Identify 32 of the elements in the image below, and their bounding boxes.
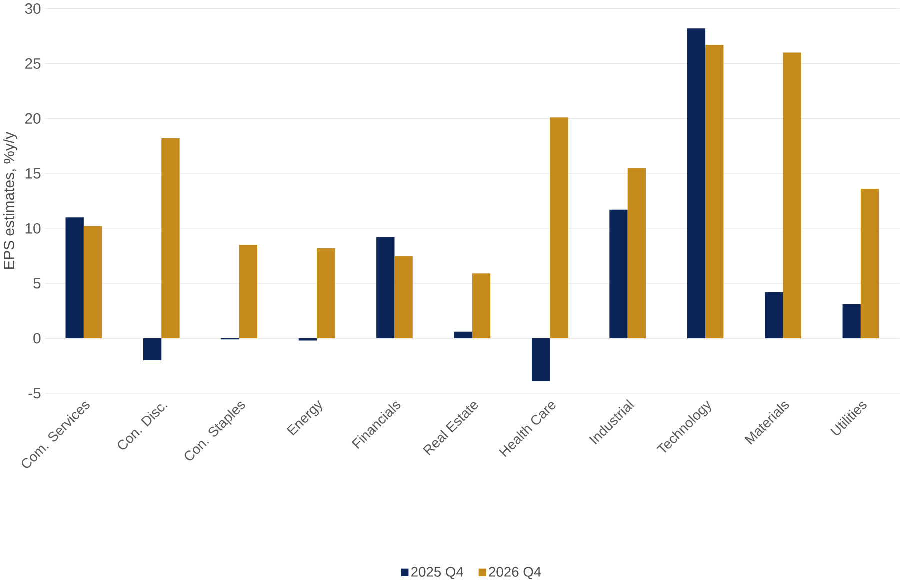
x-tick-label: Con. Disc. — [118, 404, 168, 450]
y-tick-label: 25 — [25, 58, 41, 70]
y-tick-label: 30 — [25, 4, 41, 14]
bar — [317, 248, 336, 339]
bar — [66, 218, 84, 339]
y-tick-label: -5 — [28, 388, 41, 399]
bar — [376, 238, 395, 339]
bar — [454, 332, 472, 339]
bar — [550, 118, 568, 339]
bar — [687, 28, 706, 339]
bar — [765, 292, 784, 339]
bar — [143, 338, 162, 361]
y-tick-label: 10 — [26, 223, 41, 234]
bar — [532, 338, 550, 382]
y-tick-label: 0 — [34, 333, 41, 344]
bar — [239, 245, 258, 339]
legend-label: 2026 Q4 — [489, 567, 542, 580]
bar — [842, 304, 861, 339]
y-tick-label: 20 — [25, 114, 41, 124]
bar — [628, 168, 646, 339]
bar — [394, 256, 413, 339]
y-axis-title: EPS estimates, %y/y — [4, 132, 18, 270]
y-tick-label: 5 — [34, 278, 41, 289]
y-tick-label: 15 — [26, 168, 41, 180]
bar — [84, 226, 102, 339]
bar — [472, 274, 491, 339]
bar — [610, 210, 628, 339]
bar — [706, 45, 724, 339]
bar — [860, 189, 880, 339]
bar — [783, 52, 802, 339]
legend-label: 2025 Q4 — [412, 567, 464, 580]
bar — [162, 138, 180, 339]
